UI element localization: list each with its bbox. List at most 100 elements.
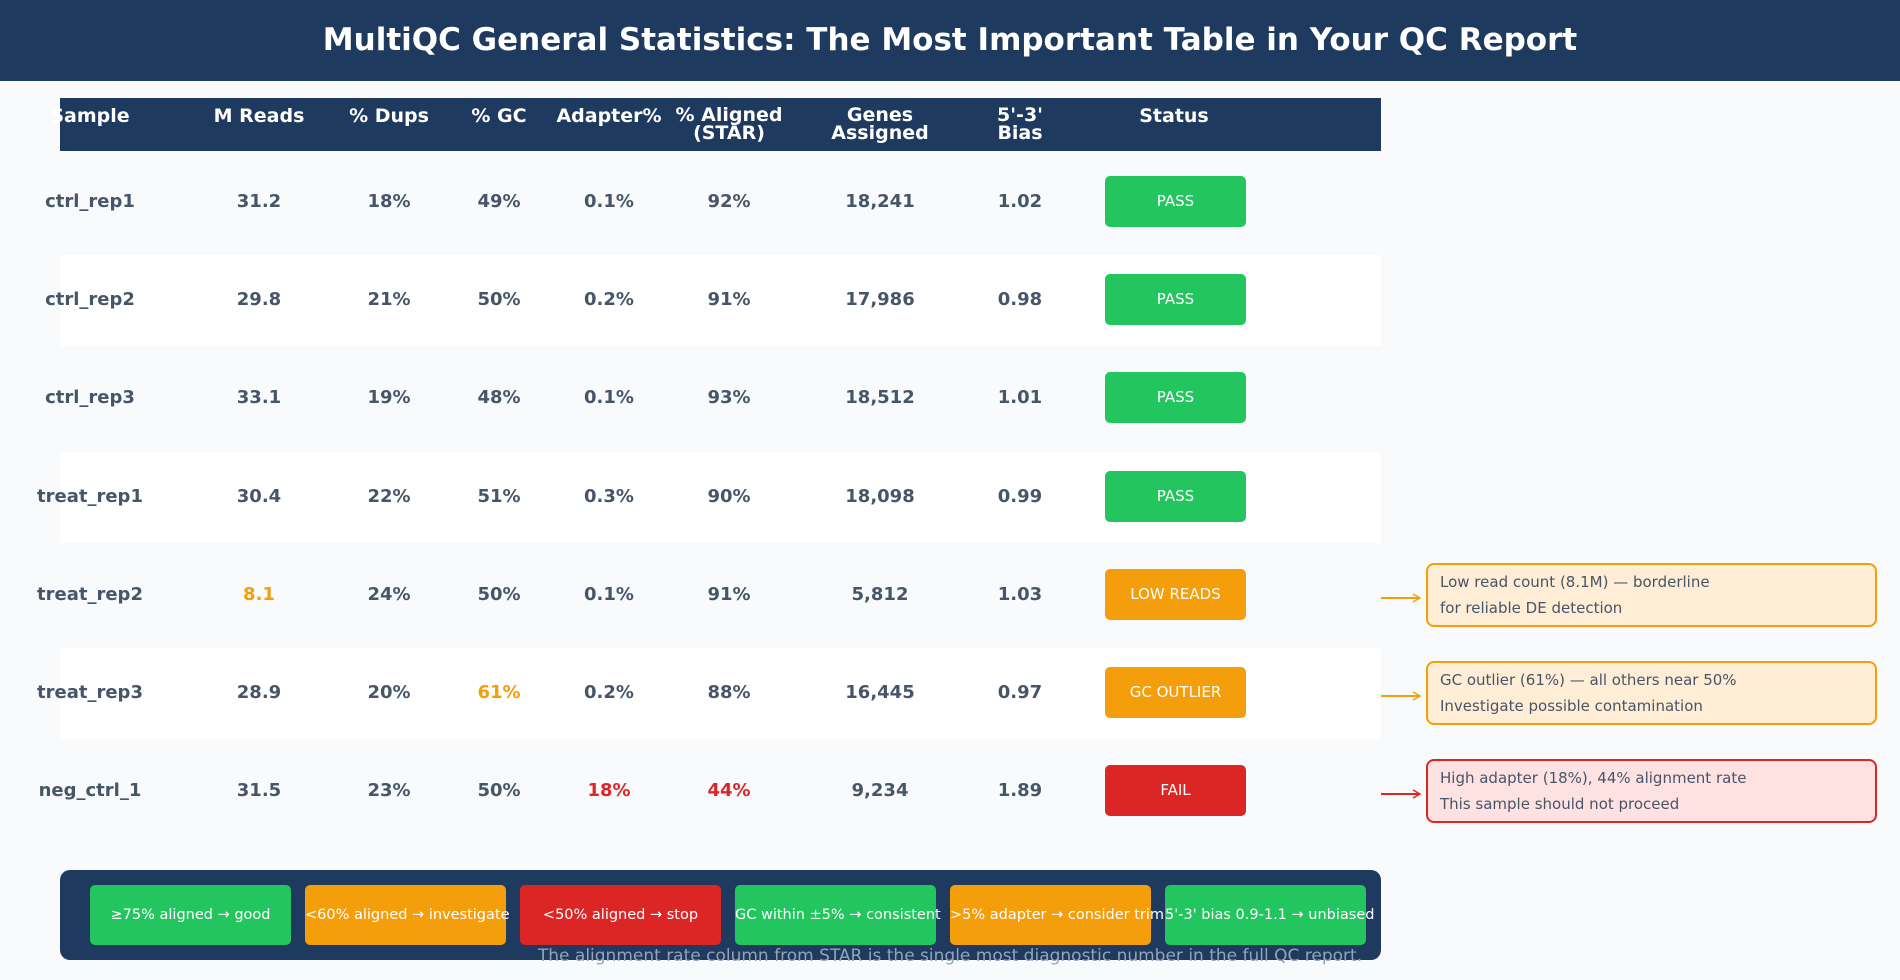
cell-genes: 18,512 (845, 387, 915, 409)
cell-adapter: 0.1% (584, 583, 634, 605)
legend-chip: ≥75% aligned → good (90, 885, 291, 945)
sample-name: treat_rep2 (37, 583, 143, 605)
cell-aligned: 90% (707, 485, 751, 507)
cell-dups: 19% (367, 387, 411, 409)
cell-reads: 28.9 (236, 682, 282, 703)
cell-dups: 23% (367, 780, 411, 802)
arrow-icon (1381, 589, 1422, 603)
cell-dups: 21% (367, 289, 411, 311)
column-header-line: M Reads (213, 105, 305, 127)
cell-bias: 1.01 (997, 387, 1043, 409)
column-header-line: Genes (846, 104, 914, 126)
cell-adapter: 0.3% (584, 485, 634, 507)
cell-adapter: 0.1% (584, 387, 634, 409)
cell-dups: 20% (367, 682, 411, 703)
sample-name: ctrl_rep2 (45, 289, 135, 311)
cell-gc: 48% (477, 387, 521, 409)
cell-reads: 33.1 (236, 387, 282, 409)
cell-gc: 50% (477, 289, 521, 311)
cell-adapter: 0.2% (584, 289, 634, 311)
cell-bias: 0.98 (997, 289, 1043, 311)
column-header[interactable]: Adapter% (529, 105, 689, 127)
cell-aligned: 92% (707, 191, 751, 212)
footer-note: The alignment rate column from STAR is t… (537, 946, 1363, 966)
column-header-line: % Dups (349, 105, 429, 127)
cell-gc: 50% (477, 780, 521, 802)
cell-reads: 31.5 (236, 780, 282, 802)
status-badge: FAIL (1105, 765, 1246, 817)
cell-reads: 8.1 (243, 583, 275, 605)
cell-gc: 50% (477, 583, 521, 605)
legend-chip: <50% aligned → stop (520, 885, 721, 945)
cell-dups: 24% (367, 583, 411, 605)
legend-chip: GC within ±5% → consistent (735, 885, 941, 945)
cell-aligned: 88% (707, 682, 751, 703)
cell-gc: 51% (477, 485, 521, 507)
cell-aligned: 44% (707, 780, 751, 802)
cell-aligned: 91% (707, 289, 751, 311)
cell-adapter: 0.2% (584, 682, 634, 703)
sample-name: treat_rep1 (37, 485, 143, 507)
arrow-icon (1381, 785, 1422, 799)
column-header[interactable]: Genes Assigned (800, 104, 960, 144)
cell-dups: 22% (367, 485, 411, 507)
page-title: MultiQC General Statistics: The Most Imp… (322, 22, 1578, 58)
cell-genes: 9,234 (851, 780, 909, 802)
legend-chip: <60% aligned → investigate (305, 885, 510, 945)
cell-bias: 1.89 (997, 780, 1043, 802)
cell-aligned: 91% (707, 583, 751, 605)
cell-bias: 1.03 (997, 583, 1043, 605)
column-header[interactable]: % Aligned (STAR) (649, 106, 809, 144)
column-header[interactable]: % GC (419, 105, 579, 127)
cell-gc: 49% (477, 191, 521, 212)
table-header (60, 98, 1381, 151)
cell-dups: 18% (367, 191, 411, 212)
title-bar (0, 0, 1900, 81)
annotation-note: High adapter (18%), 44% alignment rate Th… (1426, 759, 1877, 824)
cell-bias: 1.02 (997, 191, 1043, 212)
sample-name: neg_ctrl_1 (38, 780, 142, 802)
status-badge: LOW READS (1105, 568, 1246, 620)
note-line: Low read count (8.1M) — borderline (1440, 572, 1710, 591)
column-header[interactable]: Sample (10, 107, 170, 126)
legend-chip: >5% adapter → consider trim (950, 885, 1164, 945)
note-line: This sample should not proceed (1440, 795, 1680, 814)
cell-adapter: 18% (587, 780, 631, 802)
cell-genes: 16,445 (845, 682, 915, 703)
column-header-line: Assigned (831, 122, 929, 144)
column-header-line: Bias (997, 122, 1043, 144)
column-header[interactable]: % Dups (309, 105, 469, 127)
annotation-note: Low read count (8.1M) — borderline for re… (1426, 562, 1877, 627)
cell-adapter: 0.1% (584, 191, 634, 212)
column-header-line: Adapter% (556, 105, 662, 127)
column-header-line: Status (1139, 105, 1209, 127)
cell-bias: 0.97 (997, 682, 1043, 703)
cell-reads: 30.4 (236, 485, 282, 507)
status-badge: PASS (1105, 274, 1246, 326)
cell-gc: 61% (477, 682, 521, 703)
cell-bias: 0.99 (997, 485, 1043, 507)
sample-name: ctrl_rep3 (45, 387, 135, 409)
note-line: Investigate possible contamination (1440, 697, 1703, 715)
legend-chip: 5'-3' bias 0.9-1.1 → unbiased (1165, 885, 1374, 945)
cell-reads: 29.8 (236, 289, 282, 311)
cell-genes: 5,812 (851, 583, 909, 605)
sample-name: ctrl_rep1 (45, 191, 135, 212)
note-line: High adapter (18%), 44% alignment rate (1440, 769, 1747, 788)
cell-genes: 17,986 (845, 289, 915, 311)
cell-genes: 18,241 (845, 191, 915, 212)
note-line: for reliable DE detection (1440, 598, 1623, 617)
status-badge: PASS (1105, 372, 1246, 424)
status-badge: PASS (1105, 470, 1246, 522)
column-header-line: % GC (471, 105, 527, 127)
column-header-line: (STAR) (693, 122, 765, 144)
sample-name: treat_rep3 (37, 682, 143, 703)
column-header[interactable]: M Reads (179, 105, 339, 127)
note-line: GC outlier (61%) — all others near 50% (1440, 671, 1737, 689)
column-header[interactable]: 5'-3' Bias (940, 104, 1100, 144)
cell-genes: 18,098 (845, 485, 915, 507)
column-header-line: 5'-3' (997, 104, 1043, 126)
status-badge: GC OUTLIER (1105, 667, 1246, 718)
cell-reads: 31.2 (236, 191, 282, 212)
column-header[interactable]: Status (1094, 105, 1254, 127)
